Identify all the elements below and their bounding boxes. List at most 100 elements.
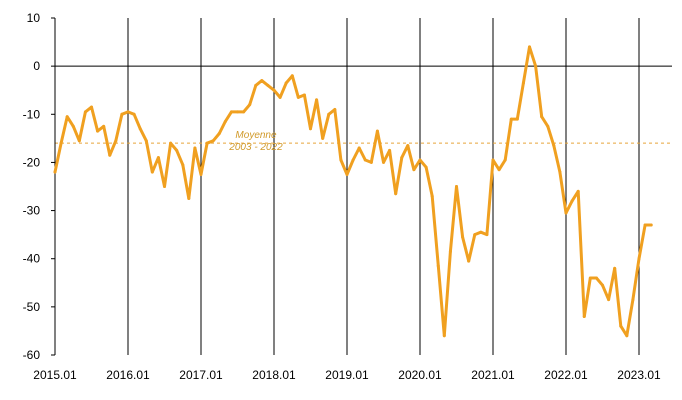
- data-point: [211, 139, 215, 143]
- data-point: [315, 98, 319, 102]
- data-point: [71, 124, 75, 128]
- y-axis-ticks: 10 0 -10 -20 -30 -40 -50 -60: [23, 11, 55, 362]
- data-point: [588, 276, 592, 280]
- average-reference: Moyenne 2003 - 2022: [55, 130, 672, 153]
- data-point: [552, 144, 556, 148]
- x-tick-label: 2020.01: [398, 368, 442, 382]
- data-point: [321, 136, 325, 140]
- y-tick-label: -40: [23, 252, 41, 266]
- data-point: [625, 334, 629, 338]
- data-point: [53, 170, 57, 174]
- data-point: [266, 83, 270, 87]
- x-tick-label: 2015.01: [33, 368, 77, 382]
- data-point: [169, 141, 173, 145]
- data-point: [163, 185, 166, 188]
- series-line: [53, 45, 653, 338]
- data-point: [229, 110, 233, 114]
- average-label-line1: Moyenne: [235, 130, 277, 141]
- data-point: [236, 110, 239, 114]
- data-point: [272, 88, 276, 92]
- data-point: [479, 230, 483, 234]
- data-point: [473, 233, 477, 237]
- data-point: [448, 249, 452, 253]
- y-tick-label: 10: [27, 11, 41, 25]
- data-point: [582, 314, 586, 318]
- data-point: [436, 264, 440, 268]
- data-point: [96, 129, 100, 133]
- data-point: [357, 146, 361, 150]
- data-point: [327, 112, 331, 116]
- data-point: [461, 235, 465, 239]
- y-tick-label: -10: [23, 107, 41, 121]
- data-point: [369, 160, 373, 164]
- data-point: [394, 192, 398, 196]
- data-point: [83, 110, 87, 114]
- data-point: [296, 95, 300, 99]
- y-tick-label: -20: [23, 155, 41, 169]
- data-point: [406, 144, 410, 148]
- data-point: [138, 127, 142, 131]
- x-tick-label: 2017.01: [179, 368, 223, 382]
- data-point: [156, 156, 160, 160]
- x-tick-label: 2019.01: [325, 368, 369, 382]
- data-point: [424, 165, 428, 169]
- average-label-line2: 2003 - 2022: [228, 142, 283, 153]
- data-point: [65, 115, 69, 119]
- data-point: [637, 257, 641, 261]
- data-point: [77, 139, 81, 143]
- x-tick-label: 2016.01: [106, 368, 150, 382]
- data-point: [594, 276, 598, 280]
- data-point: [132, 112, 136, 116]
- data-point: [515, 117, 519, 121]
- data-point: [150, 170, 154, 174]
- data-point: [254, 83, 258, 87]
- data-point: [108, 153, 112, 157]
- data-point: [375, 129, 379, 133]
- data-point: [187, 197, 191, 201]
- data-point: [503, 158, 507, 162]
- data-point: [217, 132, 221, 136]
- data-point: [613, 266, 617, 270]
- data-point: [290, 74, 294, 78]
- data-point: [576, 189, 580, 193]
- y-tick-label: -30: [23, 204, 41, 218]
- data-point: [534, 64, 538, 68]
- data-point: [540, 115, 544, 119]
- data-point: [631, 298, 635, 302]
- x-tick-label: 2023.01: [617, 368, 661, 382]
- data-point: [345, 172, 349, 176]
- data-point: [90, 105, 93, 109]
- data-point: [114, 139, 118, 143]
- x-tick-label: 2021.01: [471, 368, 515, 382]
- x-axis-ticks: 2015.01 2016.01 2017.01 2018.01 2019.01 2020.…: [33, 368, 661, 382]
- data-point: [509, 117, 513, 121]
- data-point: [175, 148, 179, 152]
- y-tick-label: -50: [23, 300, 41, 314]
- data-point: [199, 172, 203, 176]
- data-point: [144, 139, 148, 143]
- data-point: [564, 211, 568, 215]
- data-point: [284, 81, 288, 85]
- data-point: [649, 223, 653, 227]
- data-point: [619, 324, 623, 328]
- data-point: [242, 110, 246, 114]
- data-point: [339, 158, 343, 162]
- data-point: [278, 95, 282, 99]
- x-tick-label: 2018.01: [252, 368, 296, 382]
- data-point: [558, 170, 562, 174]
- data-point: [388, 148, 392, 152]
- data-point: [497, 168, 501, 172]
- data-point: [418, 158, 422, 162]
- data-point: [521, 81, 525, 85]
- data-point: [455, 185, 458, 188]
- data-point: [546, 124, 550, 128]
- data-point: [120, 112, 124, 116]
- data-point: [260, 79, 264, 83]
- y-tick-label: -60: [23, 348, 41, 362]
- data-point: [412, 168, 416, 172]
- data-point: [467, 259, 471, 263]
- data-point: [430, 194, 434, 198]
- data-point: [351, 158, 355, 162]
- data-point: [601, 283, 604, 287]
